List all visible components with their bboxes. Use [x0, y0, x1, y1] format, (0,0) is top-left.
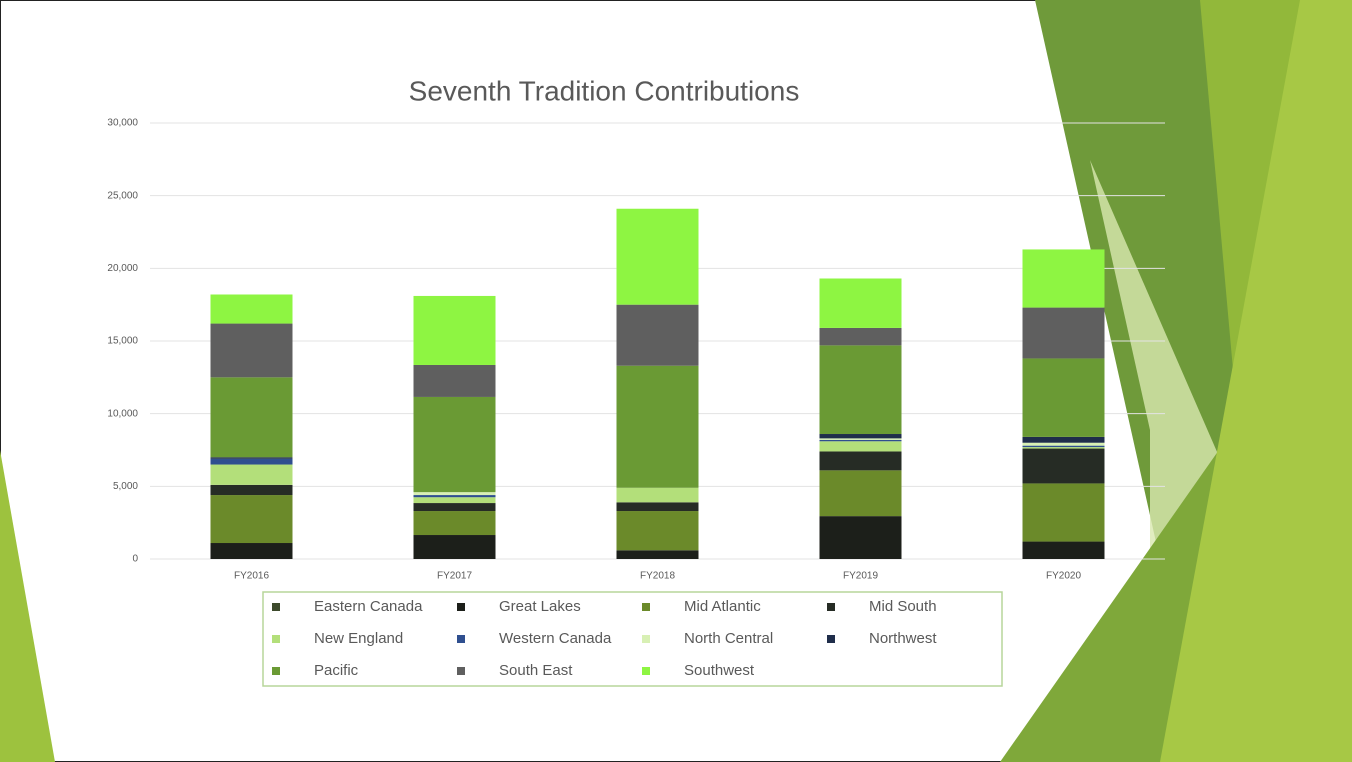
bar-segment — [616, 304, 699, 366]
bar-segment — [210, 484, 293, 496]
bar-segment — [819, 439, 902, 442]
decoration — [1035, 0, 1265, 560]
bar-segment — [616, 502, 699, 512]
legend-swatch — [642, 603, 650, 611]
legend-label: Pacific — [314, 662, 359, 679]
decoration — [1160, 0, 1352, 762]
legend-swatch — [457, 635, 465, 643]
legend-label: Mid Atlantic — [684, 598, 761, 615]
bar-segment — [1022, 442, 1105, 446]
bar-segment — [819, 516, 902, 559]
legend-swatch — [642, 667, 650, 675]
bar-segment — [1022, 445, 1105, 448]
legend-swatch — [272, 603, 280, 611]
bar-segment — [1022, 447, 1105, 449]
legend-label: Northwest — [869, 630, 937, 647]
y-tick-label: 10,000 — [107, 408, 138, 419]
x-tick-label: FY2017 — [437, 571, 472, 582]
bar-segment — [413, 396, 496, 493]
bar-segment — [413, 535, 496, 559]
legend-swatch — [827, 603, 835, 611]
bar-segment — [413, 497, 496, 504]
legend-label: South East — [499, 662, 573, 679]
x-tick-label: FY2020 — [1046, 571, 1081, 582]
bar-segment — [1022, 249, 1105, 308]
bar-segment — [1022, 541, 1105, 559]
bar-segment — [210, 495, 293, 544]
legend-swatch — [642, 635, 650, 643]
bar-segment — [819, 327, 902, 346]
bar-segment — [1022, 448, 1105, 484]
bar-segment — [1022, 436, 1105, 443]
bar-segment — [413, 503, 496, 512]
bar-segment — [413, 495, 496, 498]
legend-label: Great Lakes — [499, 598, 581, 615]
bar-segment — [819, 278, 902, 328]
bar-segment — [616, 550, 699, 559]
bar-segment — [210, 457, 293, 459]
legend-swatch — [827, 635, 835, 643]
y-tick-label: 0 — [132, 554, 138, 565]
bar-segment — [413, 295, 496, 365]
x-tick-label: FY2019 — [843, 571, 878, 582]
legend-label: Mid South — [869, 598, 937, 615]
bar-segment — [819, 451, 902, 471]
bar-segment — [616, 208, 699, 305]
legend-label: North Central — [684, 630, 773, 647]
x-tick-label: FY2016 — [234, 571, 269, 582]
bar-segment — [1022, 307, 1105, 359]
bar-segment — [210, 464, 293, 485]
bar-segment — [210, 377, 293, 458]
bar-segment — [210, 543, 293, 559]
bar-segment — [819, 345, 902, 435]
bar-segment — [616, 511, 699, 551]
decoration — [0, 450, 55, 762]
bar-segment — [819, 438, 902, 440]
bar-segment — [819, 441, 902, 452]
legend-swatch — [272, 667, 280, 675]
bar-segment — [616, 487, 699, 503]
x-tick-label: FY2018 — [640, 571, 675, 582]
legend-label: Eastern Canada — [314, 598, 423, 615]
y-tick-label: 20,000 — [107, 263, 138, 274]
y-tick-label: 30,000 — [107, 118, 138, 129]
bar-segment — [1022, 483, 1105, 542]
bar-segment — [210, 323, 293, 378]
bar-segment — [819, 434, 902, 439]
legend-swatch — [457, 603, 465, 611]
y-tick-label: 25,000 — [107, 190, 138, 201]
legend-box — [262, 591, 1003, 687]
bar-segment — [413, 511, 496, 536]
legend-label: Western Canada — [499, 630, 612, 647]
chart-title: Seventh Tradition Contributions — [409, 75, 800, 106]
bar-segment — [616, 365, 699, 488]
bar-segment — [819, 470, 902, 517]
bar-segment — [210, 294, 293, 324]
bar-segment — [210, 458, 293, 465]
legend-swatch — [272, 635, 280, 643]
y-tick-label: 15,000 — [107, 336, 138, 347]
legend-label: New England — [314, 630, 403, 647]
bar-segment — [413, 492, 496, 496]
legend-swatch — [457, 667, 465, 675]
bar-segment — [413, 364, 496, 397]
y-tick-label: 5,000 — [113, 481, 138, 492]
bar-segment — [1022, 358, 1105, 437]
legend-label: Southwest — [684, 662, 755, 679]
